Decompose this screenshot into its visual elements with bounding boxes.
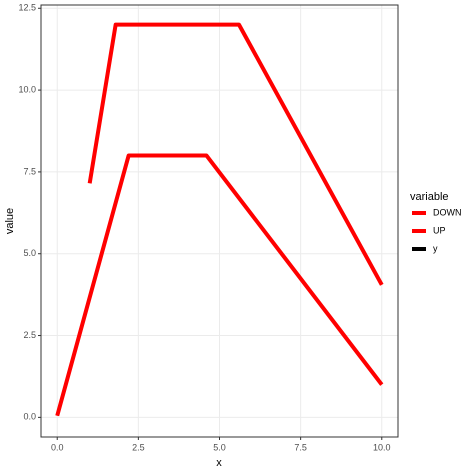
line: [87, 22, 384, 286]
x-tick-label: 5.0: [213, 442, 226, 452]
y-axis-title: value: [4, 208, 16, 234]
y-tick-label: 12.5: [18, 3, 36, 13]
x-tick-label: 2.5: [132, 442, 145, 452]
x-tick-label: 0.0: [51, 442, 64, 452]
x-tick-label: 10.0: [373, 442, 391, 452]
y-tick-label: 0.0: [23, 412, 36, 422]
y-tick-label: 2.5: [23, 330, 36, 340]
x-axis-title: x: [216, 457, 222, 469]
y-tick-label: 10.0: [18, 84, 36, 94]
legend-label: y: [433, 243, 438, 253]
legend-label: UP: [433, 225, 446, 235]
y-tick-label: 7.5: [23, 166, 36, 176]
legend-title: variable: [410, 191, 449, 203]
y-tick-label: 5.0: [23, 248, 36, 258]
x-tick-label: 7.5: [294, 442, 307, 452]
panel-border: [40, 4, 399, 438]
legend-label: DOWN: [433, 207, 462, 217]
line: [55, 153, 384, 417]
